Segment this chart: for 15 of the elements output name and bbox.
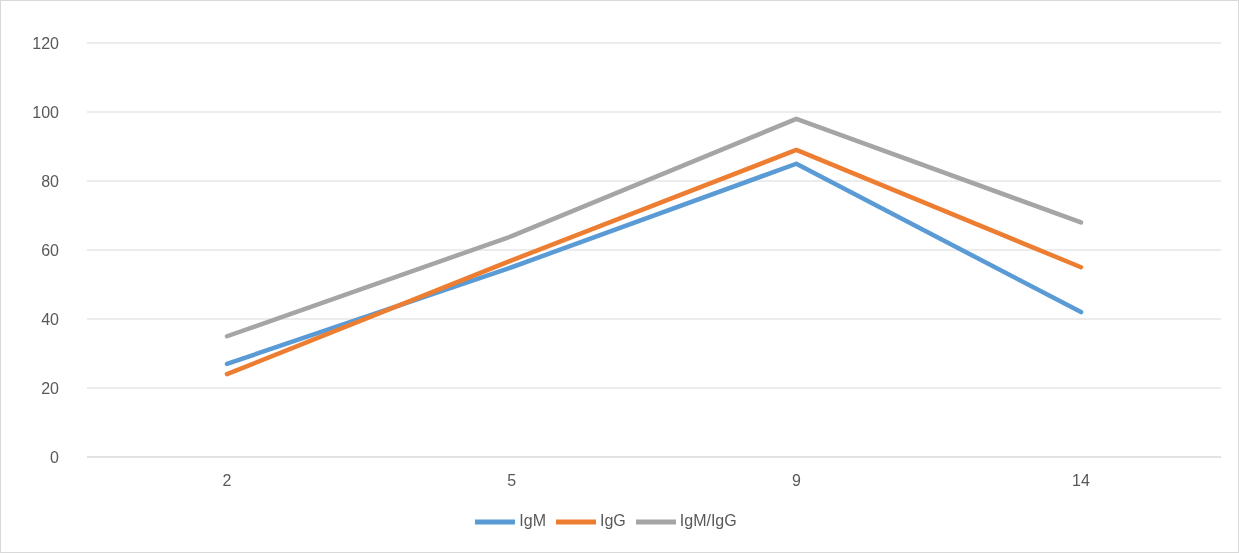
- y-tick-label: 20: [41, 379, 60, 397]
- y-tick-label: 60: [41, 241, 60, 259]
- y-tick-label: 80: [41, 172, 60, 190]
- x-tick-label: 2: [222, 472, 232, 490]
- y-tick-label: 40: [41, 310, 60, 328]
- legend-label: IgM: [519, 512, 546, 530]
- y-tick-label: 0: [50, 448, 60, 466]
- x-tick-label: 14: [1072, 472, 1090, 490]
- legend-label: IgG: [599, 512, 626, 530]
- x-tick-label: 5: [507, 472, 517, 490]
- legend-label: IgM/IgG: [679, 512, 737, 530]
- line-series: [224, 116, 1084, 339]
- x-tick-label: 9: [791, 472, 801, 490]
- y-tick-label: 100: [32, 103, 60, 121]
- y-tick-label: 120: [32, 34, 60, 52]
